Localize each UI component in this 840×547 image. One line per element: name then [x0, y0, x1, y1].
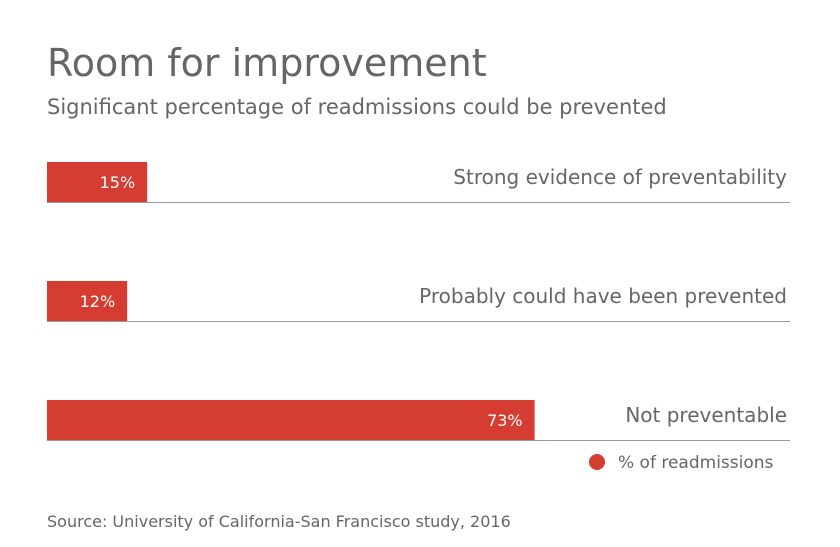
chart-title: Room for improvement	[47, 41, 487, 85]
chart-subtitle: Significant percentage of readmissions c…	[47, 95, 667, 119]
bar	[47, 162, 148, 202]
bar	[47, 400, 535, 440]
bar-value-label: 12%	[80, 292, 116, 311]
bar	[47, 281, 128, 321]
legend: % of readmissions	[589, 453, 774, 473]
category-label: Probably could have been prevented	[419, 284, 787, 308]
legend-label: % of readmissions	[618, 453, 774, 473]
category-label: Strong evidence of preventability	[453, 165, 787, 189]
source-note: Source: University of California-San Fra…	[47, 512, 511, 531]
bar-value-label: 15%	[100, 173, 136, 192]
legend-marker	[589, 454, 605, 470]
category-label: Not preventable	[625, 403, 787, 427]
bar-value-label: 73%	[487, 411, 523, 430]
